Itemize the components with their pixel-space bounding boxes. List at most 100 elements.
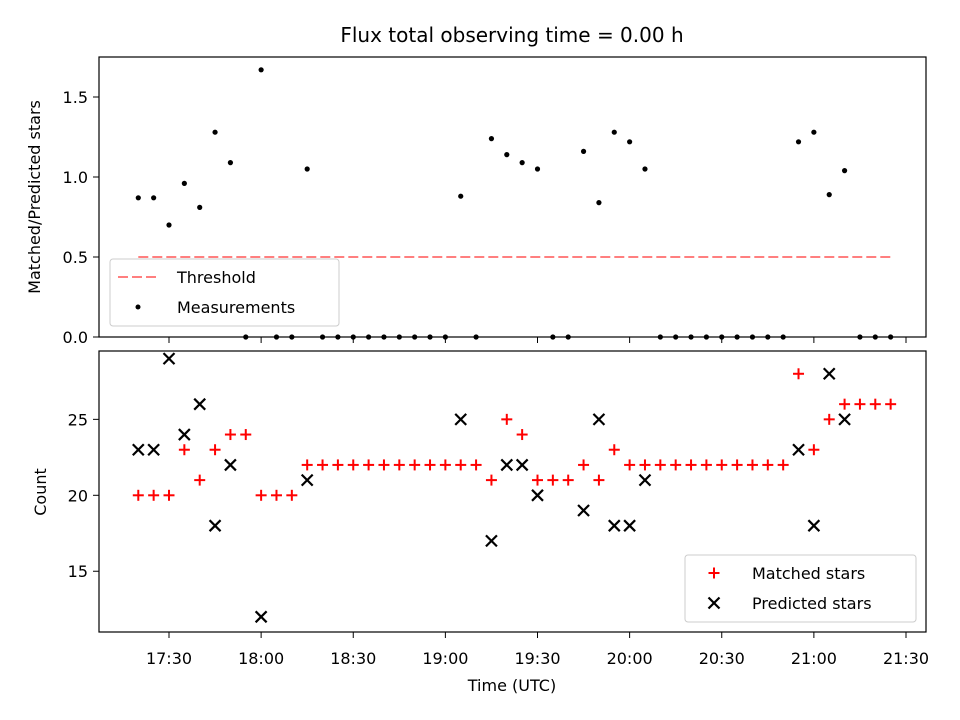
matched-star-point <box>332 459 344 471</box>
matched-star-point <box>409 459 421 471</box>
matched-star-point <box>132 489 144 501</box>
ratio-legend-box <box>109 258 340 327</box>
legend-measurements-swatch <box>135 304 141 310</box>
matched-star-point <box>854 398 866 410</box>
matched-star-point <box>624 459 636 471</box>
matched-star-point <box>378 459 390 471</box>
ratio-y-axis-label: Matched/Predicted stars <box>25 100 44 294</box>
measurement-points <box>135 67 894 340</box>
measurement-point <box>596 200 602 206</box>
measurement-point <box>534 166 541 172</box>
matched-star-point <box>716 459 728 471</box>
predicted-star-point <box>132 443 145 457</box>
x-axis-label: Time (UTC) <box>467 676 556 695</box>
matched-star-point <box>547 474 559 486</box>
measurement-point <box>627 139 633 145</box>
x-tick-label: 19:30 <box>514 649 560 668</box>
matched-star-point <box>148 489 160 501</box>
ratio-y-tick-label: 1.5 <box>63 88 88 107</box>
measurement-point <box>795 139 802 145</box>
x-tick-label: 19:00 <box>422 649 468 668</box>
measurement-point <box>258 67 264 73</box>
matched-star-point <box>823 413 835 425</box>
predicted-star-point <box>577 504 590 517</box>
matched-star-point <box>347 459 359 471</box>
count-legend-box <box>684 554 917 623</box>
matched-star-point <box>532 474 543 486</box>
chart-title: Flux total observing time = 0.00 h <box>340 23 683 47</box>
count-legend: Matched stars Predicted stars <box>684 554 917 623</box>
ratio-y-tick-label: 1.0 <box>63 168 88 187</box>
matched-star-point <box>654 459 666 471</box>
predicted-star-point <box>454 413 468 426</box>
predicted-star-point <box>300 473 314 487</box>
ratio-y-tick-label: 0.0 <box>63 328 88 347</box>
predicted-star-point <box>592 413 606 426</box>
count-plot-frame <box>98 350 927 633</box>
matched-star-point <box>700 459 712 471</box>
matched-star-point <box>363 459 375 471</box>
measurement-point <box>458 193 464 199</box>
matched-star-point <box>762 459 774 471</box>
count-y-axis-label: Count <box>31 468 50 516</box>
ratio-y-ticks: 0.0 0.5 1.0 1.5 <box>63 88 99 347</box>
legend-plus-marker <box>708 567 720 579</box>
measurement-point <box>151 195 157 201</box>
matched-star-point <box>670 459 682 471</box>
matched-star-point <box>209 444 221 456</box>
count-y-tick-label: 25 <box>68 410 88 429</box>
matched-star-point <box>501 413 513 425</box>
measurement-point <box>841 168 848 174</box>
count-y-tick-label: 20 <box>68 486 88 505</box>
legend-x-marker <box>707 596 721 610</box>
matched-star-point <box>839 398 851 410</box>
matched-star-point <box>578 459 590 471</box>
matched-star-point <box>731 459 743 471</box>
predicted-star-point <box>807 519 821 532</box>
predicted-star-point <box>792 443 805 457</box>
count-y-tick-label: 15 <box>68 562 88 581</box>
count-panel: 17:30 18:00 18:30 19:00 19:30 20:00 20:30 21:00… <box>31 350 929 695</box>
predicted-star-point <box>224 458 237 472</box>
measurement-point <box>135 195 141 201</box>
predicted-star-point <box>178 428 191 441</box>
ratio-panel: 0.0 0.5 1.0 1.5 Matched/Predicted stars Thr… <box>25 56 927 347</box>
x-tick-label: 21:00 <box>791 649 837 668</box>
predicted-star-point <box>531 489 544 502</box>
ratio-plot-frame <box>98 56 927 338</box>
matched-star-point <box>869 398 881 410</box>
matched-star-point <box>424 459 436 471</box>
matched-star-point <box>793 368 805 380</box>
legend-predicted-label: Predicted stars <box>752 594 872 613</box>
matched-star-point <box>470 459 482 471</box>
ratio-legend: Threshold Measurements <box>109 258 340 327</box>
predicted-star-point <box>838 413 851 426</box>
predicted-star-point <box>162 352 176 365</box>
matched-star-point <box>455 459 467 471</box>
predicted-star-point <box>193 397 206 411</box>
matched-star-point <box>224 429 236 441</box>
legend-threshold-label: Threshold <box>176 268 256 287</box>
matched-star-point <box>286 489 298 501</box>
predicted-star-point <box>254 610 268 624</box>
predicted-star-point <box>500 458 514 472</box>
predicted-star-point <box>638 473 652 487</box>
matched-star-point <box>562 474 574 486</box>
matched-star-point <box>178 444 190 456</box>
predicted-star-point <box>485 534 498 548</box>
matched-star-point <box>393 459 405 471</box>
x-tick-label: 17:30 <box>146 649 192 668</box>
predicted-star-point <box>208 519 222 532</box>
matched-star-point <box>639 459 651 471</box>
matched-star-point <box>439 459 451 471</box>
measurement-point <box>519 160 525 166</box>
matched-star-point <box>301 459 313 471</box>
predicted-star-point <box>607 519 621 532</box>
ratio-y-tick-label: 0.5 <box>63 248 88 267</box>
x-tick-label: 20:30 <box>699 649 745 668</box>
matched-star-point <box>608 444 620 456</box>
matched-star-point <box>777 459 789 471</box>
matched-star-point <box>593 474 605 486</box>
matched-star-point <box>163 489 175 501</box>
legend-predicted-swatch <box>707 596 721 610</box>
